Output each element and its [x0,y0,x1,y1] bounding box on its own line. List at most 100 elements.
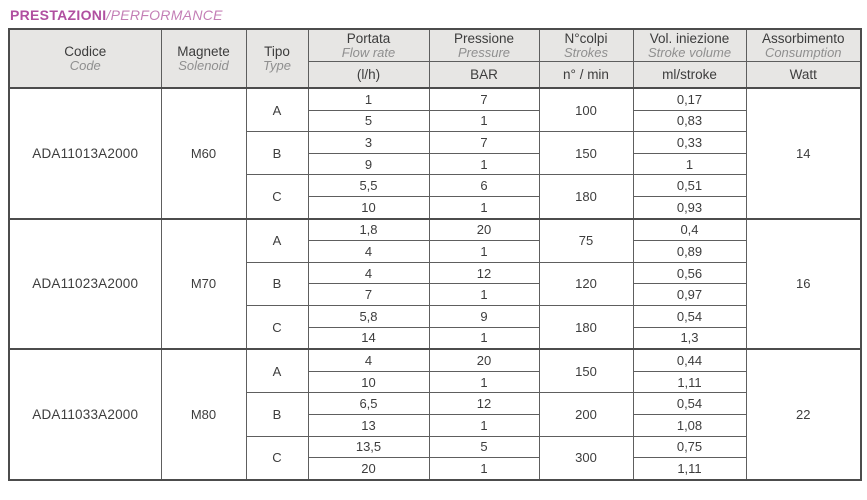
code-cell: ADA11013A2000 [8,87,162,220]
watt-cell: 14 [745,87,862,220]
unit-strokes: n° / min [538,61,634,89]
table-row: 5 1 0,83 [9,109,861,133]
volume-cell: 1,08 [632,413,747,437]
strokes-cell: 120 [538,261,634,306]
type-cell: A [245,87,309,133]
header-type-it: Tipo [264,44,290,59]
pressure-cell: 1 [428,457,540,481]
volume-cell: 0,56 [632,261,747,285]
flow-cell: 10 [307,195,430,220]
volume-cell: 0,93 [632,195,747,220]
table-row: 9 1 1 [9,152,861,176]
table-row: 4 1 0,89 [9,240,861,263]
type-cell: C [245,304,309,350]
table-row: C 5,8 9 180 0,54 [9,304,861,350]
strokes-cell: 180 [538,174,634,220]
flow-cell: 5 [307,109,430,133]
flow-cell: 3 [307,131,430,154]
volume-cell: 1,3 [632,326,747,350]
table-row: B 6,5 12 200 0,54 [9,392,861,437]
pressure-cell: 20 [428,348,540,372]
pressure-cell: 7 [428,131,540,154]
strokes-cell: 180 [538,304,634,350]
flow-cell: 20 [307,457,430,481]
volume-cell: 0,97 [632,283,747,306]
volume-cell: 0,17 [632,87,747,111]
type-cell: B [245,131,309,176]
flow-cell: 13,5 [307,435,430,459]
header-solenoid-it: Magnete [177,44,230,59]
volume-cell: 1,11 [632,457,747,481]
type-cell: A [245,217,309,263]
flow-cell: 14 [307,326,430,350]
table-body: ADA11013A2000 M60 A 1 7 100 0,17 14 5 1 … [8,87,862,481]
header-solenoid-en: Solenoid [178,58,229,73]
type-cell: B [245,261,309,306]
table-row: ADA11033A2000 M80 A 4 20 150 0,44 22 [8,348,862,481]
table-row: 10 1 0,93 [9,195,861,220]
table-row: 14 1 1,3 [9,326,861,350]
volume-cell: 0,33 [632,131,747,154]
strokes-cell: 75 [538,217,634,263]
pressure-cell: 20 [428,217,540,242]
table-row: 13 1 1,08 [9,413,861,437]
code-cell: ADA11033A2000 [8,348,162,481]
flow-cell: 13 [307,413,430,437]
performance-table: Codice Code Magnete Solenoid Tipo Type P… [8,28,862,481]
strokes-cell: 300 [538,435,634,481]
table-row: 20 1 1,11 [9,457,861,481]
flow-cell: 5,8 [307,304,430,328]
unit-flow-rate: (l/h) [307,61,430,89]
flow-cell: 4 [307,261,430,285]
unit-pressure: BAR [428,61,540,89]
volume-cell: 1 [632,152,747,176]
header-stroke-volume-en: Stroke volume [647,45,732,60]
pressure-cell: 1 [428,370,540,394]
solenoid-cell: M70 [160,217,247,350]
flow-cell: 9 [307,152,430,176]
pressure-cell: 1 [428,109,540,133]
header-flow-rate-en: Flow rate [341,45,396,60]
pressure-cell: 1 [428,283,540,306]
strokes-cell: 200 [538,392,634,437]
watt-cell: 16 [745,217,862,350]
header-flow-rate: Portata Flow rate [307,28,430,62]
header-type-en: Type [263,58,291,73]
volume-cell: 1,11 [632,370,747,394]
pressure-cell: 1 [428,152,540,176]
flow-cell: 5,5 [307,174,430,197]
table-row: 10 1 1,11 [9,370,861,394]
volume-cell: 0,75 [632,435,747,459]
header-strokes-it: N°colpi [564,31,608,46]
header-pressure-it: Pressione [453,31,515,46]
solenoid-cell: M80 [160,348,247,481]
flow-cell: 4 [307,348,430,372]
header-flow-rate-it: Portata [346,31,391,46]
table-row: ADA11013A2000 M60 A 1 7 100 0,17 14 [8,87,862,220]
header-code-it: Codice [64,44,107,59]
header-pressure: Pressione Pressure [428,28,540,62]
flow-cell: 7 [307,283,430,306]
flow-cell: 1,8 [307,217,430,242]
table-row: B 3 7 150 0,33 [9,131,861,176]
volume-cell: 0,51 [632,174,747,197]
table-row: B 4 12 120 0,56 [9,261,861,306]
volume-cell: 0,54 [632,304,747,328]
type-cell: B [245,392,309,437]
table-row: ADA11023A2000 M70 A 1,8 20 75 0,4 16 [8,217,862,350]
flow-cell: 6,5 [307,392,430,415]
header-pressure-en: Pressure [457,45,511,60]
flow-cell: 4 [307,240,430,263]
pressure-cell: 1 [428,195,540,220]
table-header: Codice Code Magnete Solenoid Tipo Type P… [8,28,862,89]
pressure-cell: 12 [428,261,540,285]
section-title-english: /PERFORMANCE [106,7,223,23]
pressure-cell: 1 [428,326,540,350]
pressure-cell: 9 [428,304,540,328]
pressure-cell: 1 [428,413,540,437]
header-strokes: N°colpi Strokes [538,28,634,62]
pressure-cell: 1 [428,240,540,263]
flow-cell: 10 [307,370,430,394]
header-code: Codice Code [8,28,162,89]
unit-consumption: Watt [745,61,862,89]
